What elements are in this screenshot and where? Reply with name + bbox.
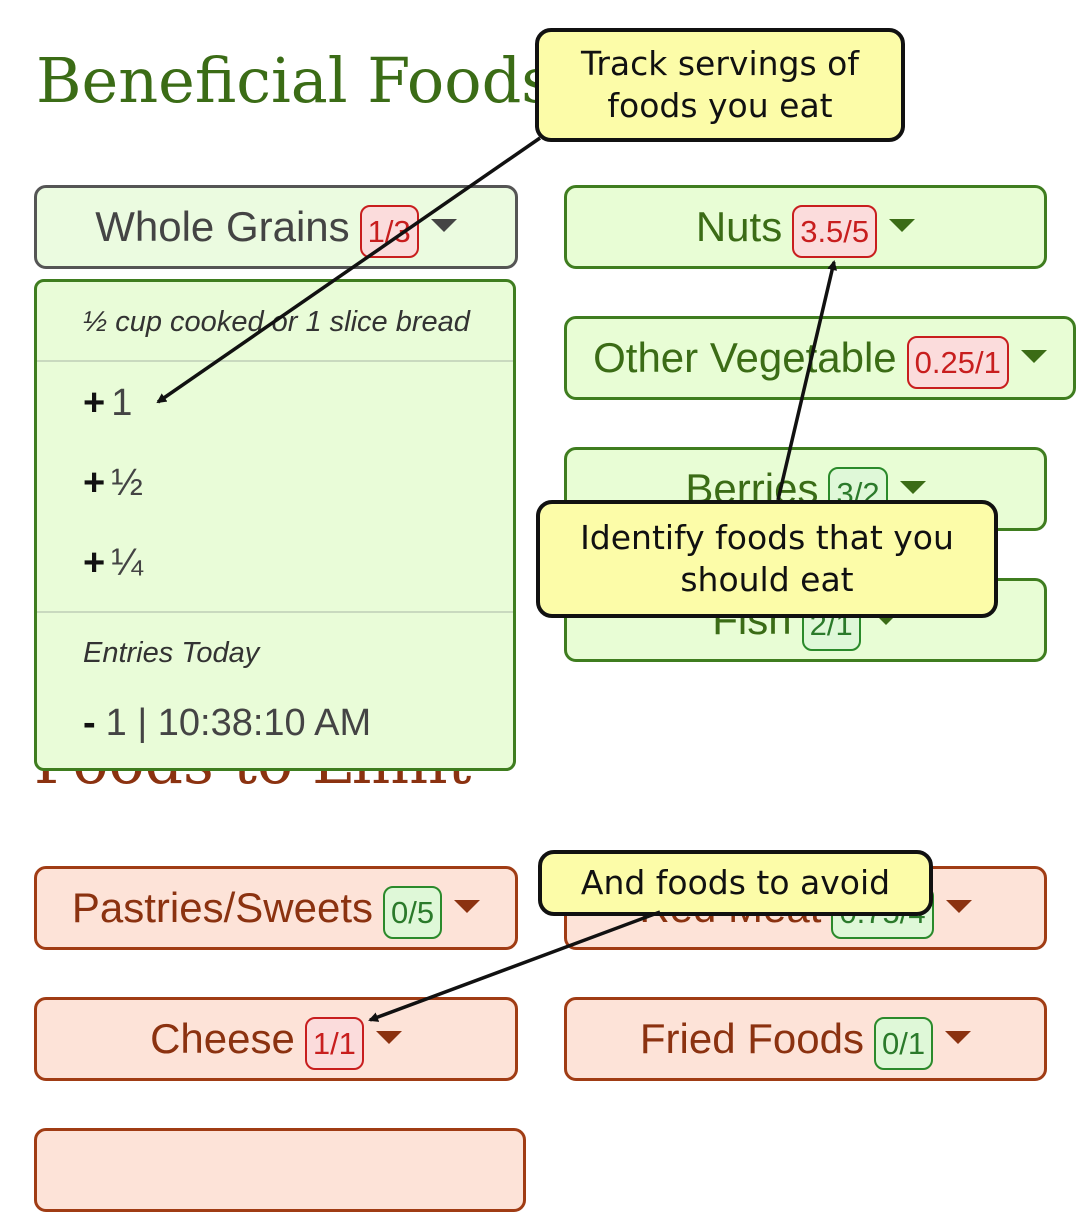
pastries-sweets-button[interactable]: Pastries/Sweets 0/5 (34, 866, 518, 950)
caret-down-icon (430, 218, 457, 232)
beneficial-foods-heading: Beneficial Foods (36, 44, 554, 117)
nuts-button[interactable]: Nuts 3.5/5 (564, 185, 1047, 269)
food-label: Pastries/Sweets (71, 884, 373, 931)
count-badge: 0.25/1 (906, 335, 1009, 389)
other-vegetable-button[interactable]: Other Vegetable 0.25/1 (564, 316, 1076, 400)
amount-label: ¼ (111, 542, 143, 584)
entries-today-title: Entries Today (83, 637, 260, 669)
menu-divider (37, 360, 513, 362)
count-badge: 1/3 (359, 204, 419, 258)
identify-foods-callout: Identify foods that you should eat (536, 500, 998, 618)
plus-icon: + (83, 462, 106, 504)
cheese-button[interactable]: Cheese 1/1 (34, 997, 518, 1081)
entry-text: 1 | 10:38:10 AM (105, 702, 372, 744)
serving-hint: ½ cup cooked or 1 slice bread (83, 306, 470, 338)
add-half-serving[interactable]: + ½ (83, 462, 143, 505)
food-label: Fried Foods (639, 1015, 864, 1062)
caret-down-icon (945, 899, 972, 913)
count-badge: 3.5/5 (792, 204, 878, 258)
whole-grains-button[interactable]: Whole Grains 1/3 (34, 185, 518, 269)
count-badge: 1/1 (304, 1016, 364, 1070)
amount-label: 1 (111, 382, 133, 424)
entry-item[interactable]: -1 | 10:38:10 AM (83, 702, 371, 745)
food-label: Other Vegetable (593, 334, 897, 381)
add-quarter-serving[interactable]: + ¼ (83, 542, 143, 585)
caret-down-icon (889, 218, 916, 232)
avoid-foods-callout: And foods to avoid (538, 850, 933, 916)
food-label: Nuts (695, 203, 783, 250)
add-one-serving[interactable]: +1 (83, 382, 132, 425)
plus-icon: + (83, 382, 106, 424)
partial-limit-button[interactable] (34, 1128, 526, 1212)
track-servings-callout: Track servings of foods you eat (535, 28, 905, 142)
caret-down-icon (899, 480, 926, 494)
food-label: Cheese (150, 1015, 295, 1062)
minus-icon: - (83, 702, 96, 744)
caret-down-icon (945, 1030, 972, 1044)
plus-icon: + (83, 542, 106, 584)
caret-down-icon (454, 899, 481, 913)
fried-foods-button[interactable]: Fried Foods 0/1 (564, 997, 1047, 1081)
menu-divider (37, 611, 513, 613)
count-badge: 0/5 (383, 885, 443, 939)
caret-down-icon (1020, 349, 1047, 363)
count-badge: 0/1 (873, 1016, 934, 1070)
whole-grains-dropdown-menu: ½ cup cooked or 1 slice bread +1 + ½ + ¼ E… (34, 279, 516, 771)
amount-label: ½ (111, 462, 143, 504)
food-label: Whole Grains (95, 203, 350, 250)
caret-down-icon (375, 1030, 402, 1044)
